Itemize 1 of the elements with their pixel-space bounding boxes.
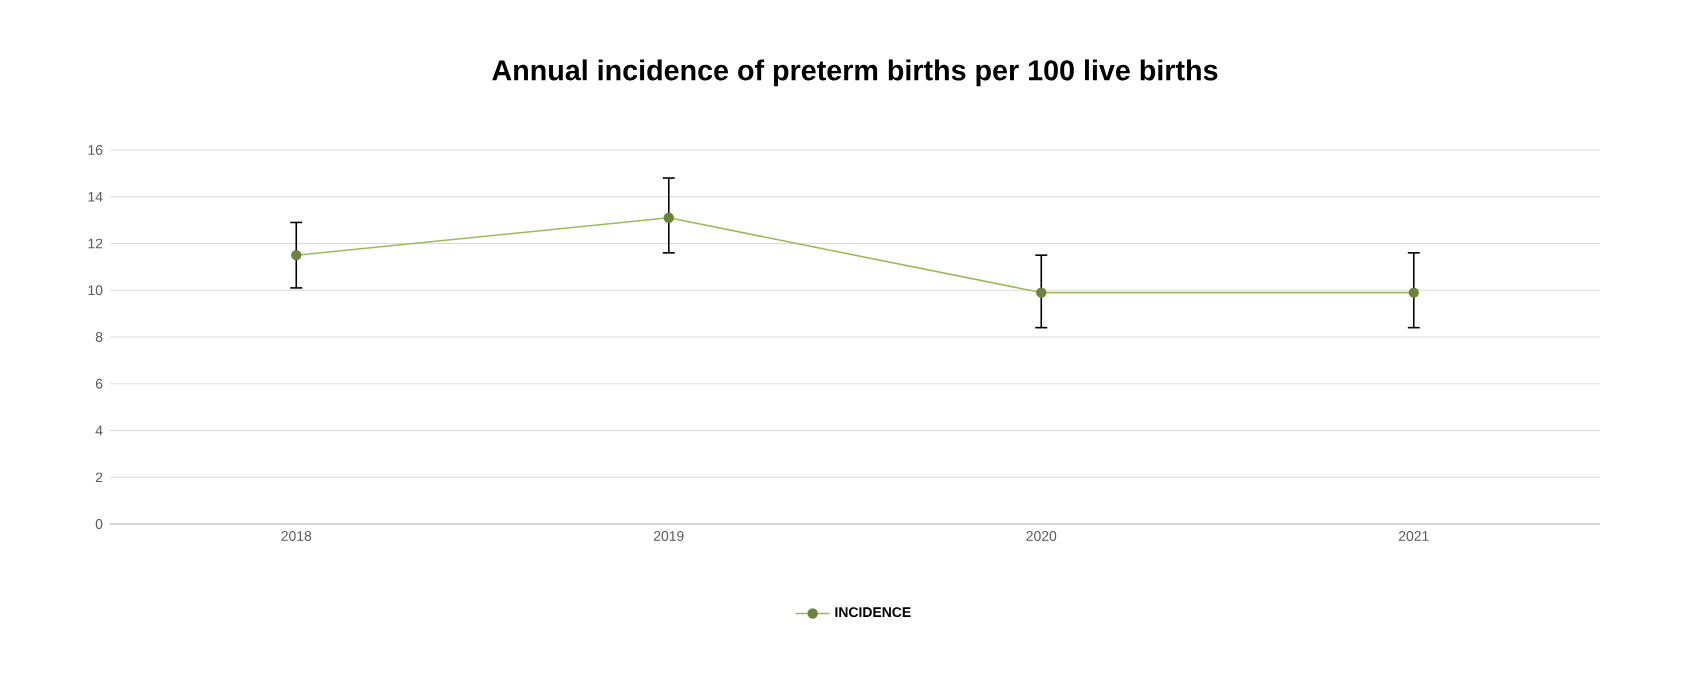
chart-title: Annual incidence of preterm births per 100 live births [492,59,1218,87]
